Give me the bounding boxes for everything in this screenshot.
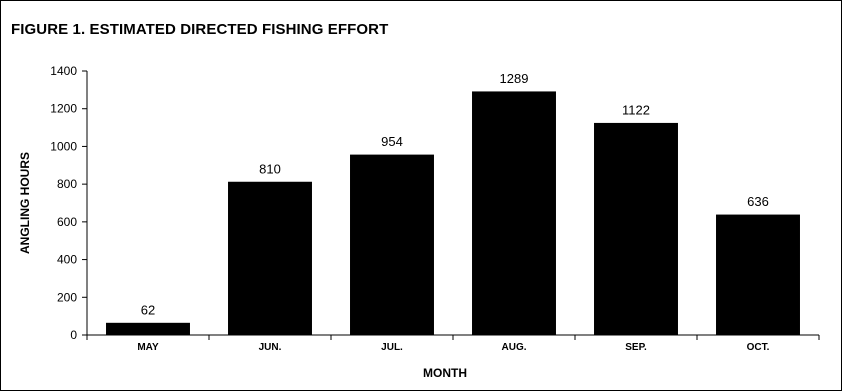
data-label: 810 xyxy=(259,161,281,176)
y-tick-label: 1200 xyxy=(50,102,77,116)
data-label: 636 xyxy=(747,194,769,209)
x-tick-label: JUN. xyxy=(259,342,282,353)
bar xyxy=(107,323,190,335)
bar xyxy=(595,123,678,335)
x-tick-label: OCT. xyxy=(747,342,770,353)
data-label: 954 xyxy=(381,134,403,149)
x-axis-title: MONTH xyxy=(423,366,467,380)
data-label: 62 xyxy=(141,302,155,317)
x-tick-label: MAY xyxy=(137,342,159,353)
y-tick-label: 600 xyxy=(57,215,77,229)
y-tick-label: 800 xyxy=(57,177,77,191)
y-tick-label: 0 xyxy=(70,328,77,342)
bar xyxy=(473,92,556,335)
x-tick-label: AUG. xyxy=(502,342,527,353)
data-label: 1122 xyxy=(622,102,650,117)
x-tick-label: SEP. xyxy=(625,342,647,353)
y-tick-label: 400 xyxy=(57,253,77,267)
bar xyxy=(717,215,800,335)
bar xyxy=(229,182,312,335)
x-tick-label: JUL. xyxy=(381,342,403,353)
data-label: 1289 xyxy=(500,71,529,86)
y-tick-label: 1400 xyxy=(50,64,77,78)
y-tick-label: 200 xyxy=(57,290,77,304)
y-axis-title: ANGLING HOURS xyxy=(18,152,32,254)
bar xyxy=(351,155,434,335)
y-tick-label: 1000 xyxy=(50,139,77,153)
